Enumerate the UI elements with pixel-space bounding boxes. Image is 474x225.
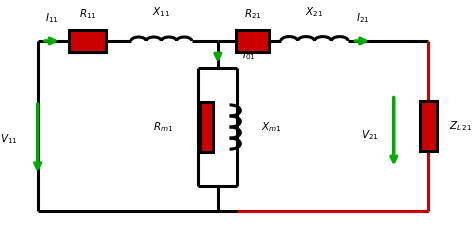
Text: $V_{11}$: $V_{11}$ [0, 133, 18, 146]
Text: $V_{21}$: $V_{21}$ [361, 128, 379, 142]
Bar [200, 102, 213, 152]
Text: $R_{21}$: $R_{21}$ [244, 7, 262, 21]
Text: $X_{11}$: $X_{11}$ [152, 5, 171, 19]
Text: $I_{01}$: $I_{01}$ [242, 49, 255, 62]
Text: $I_{21}$: $I_{21}$ [356, 12, 369, 25]
Text: $R_{11}$: $R_{11}$ [79, 7, 96, 21]
Bar [237, 30, 269, 52]
Text: $X_{m1}$: $X_{m1}$ [261, 120, 282, 134]
Text: $R_{m1}$: $R_{m1}$ [153, 120, 173, 134]
Text: $Z_{L\,21}$: $Z_{L\,21}$ [449, 119, 473, 133]
Text: $I_{11}$: $I_{11}$ [45, 12, 59, 25]
Bar [69, 30, 106, 52]
Bar [420, 101, 437, 151]
Text: $X_{21}$: $X_{21}$ [305, 5, 324, 19]
